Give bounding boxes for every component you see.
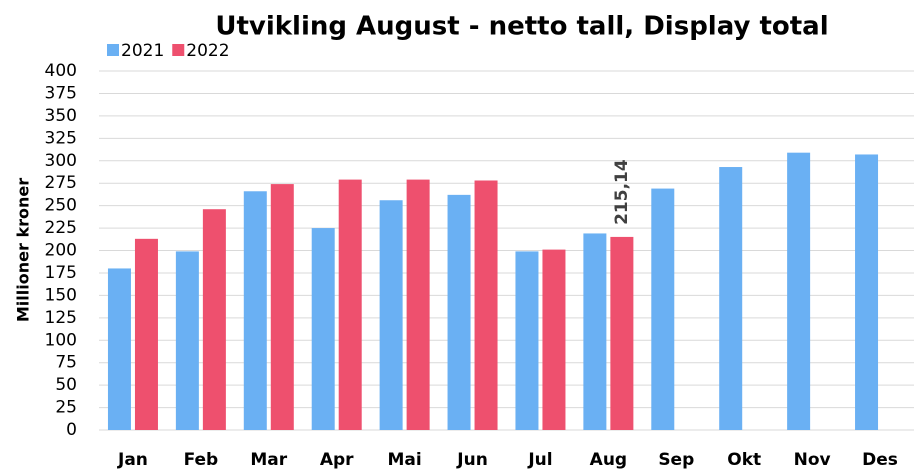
- bar: [855, 154, 879, 430]
- y-tick-label: 50: [55, 375, 77, 395]
- data-label: 215,14: [612, 159, 632, 225]
- legend-label: 2022: [186, 41, 229, 61]
- y-tick-label: 150: [45, 285, 77, 305]
- bar: [379, 200, 403, 430]
- y-tick-label: 100: [45, 330, 77, 350]
- y-tick-label: 125: [45, 308, 77, 328]
- legend-swatch: [107, 44, 119, 56]
- x-tick-label: Apr: [320, 450, 354, 470]
- x-tick-label: Des: [862, 450, 898, 470]
- bar: [447, 194, 471, 430]
- y-tick-label: 25: [55, 398, 77, 418]
- y-tick-label: 375: [45, 83, 77, 103]
- bar: [719, 167, 743, 430]
- bar: [406, 179, 430, 430]
- x-tick-label: Aug: [590, 450, 627, 470]
- chart-title: Utvikling August - netto tall, Display t…: [215, 12, 828, 42]
- bar: [338, 179, 362, 430]
- x-tick-label: Okt: [727, 450, 761, 470]
- bar: [311, 228, 335, 430]
- bar: [542, 249, 566, 430]
- y-tick-label: 200: [45, 241, 77, 261]
- y-tick-label: 0: [66, 420, 77, 440]
- legend-swatch: [172, 44, 185, 56]
- x-tick-label: Nov: [794, 450, 831, 470]
- bar: [202, 209, 226, 430]
- bar: [107, 268, 131, 430]
- x-tick-label: Jan: [117, 450, 148, 470]
- bar: [610, 236, 634, 430]
- bar: [175, 251, 199, 430]
- x-tick-label: Mai: [388, 450, 422, 470]
- y-tick-label: 250: [45, 196, 77, 216]
- y-axis-label: Millioner kroner: [14, 178, 33, 322]
- bar: [243, 191, 267, 430]
- y-tick-label: 350: [45, 106, 77, 126]
- legend-label: 2021: [121, 41, 164, 61]
- x-tick-label: Jun: [456, 450, 488, 470]
- y-tick-label: 325: [45, 128, 77, 148]
- y-tick-label: 300: [45, 151, 77, 171]
- y-tick-label: 225: [45, 218, 77, 238]
- y-tick-label: 400: [45, 61, 77, 81]
- x-tick-label: Mar: [250, 450, 287, 470]
- x-tick-label: Sep: [658, 450, 694, 470]
- x-tick-label: Jul: [527, 450, 552, 470]
- bar: [651, 188, 675, 430]
- x-tick-label: Feb: [184, 450, 219, 470]
- y-tick-label: 75: [55, 353, 77, 373]
- y-tick-label: 175: [45, 263, 77, 283]
- bar: [474, 180, 498, 430]
- bar: [134, 238, 158, 430]
- bar: [515, 251, 539, 430]
- bar: [270, 184, 294, 430]
- y-tick-label: 275: [45, 173, 77, 193]
- bar: [787, 152, 811, 431]
- bar: [583, 233, 607, 430]
